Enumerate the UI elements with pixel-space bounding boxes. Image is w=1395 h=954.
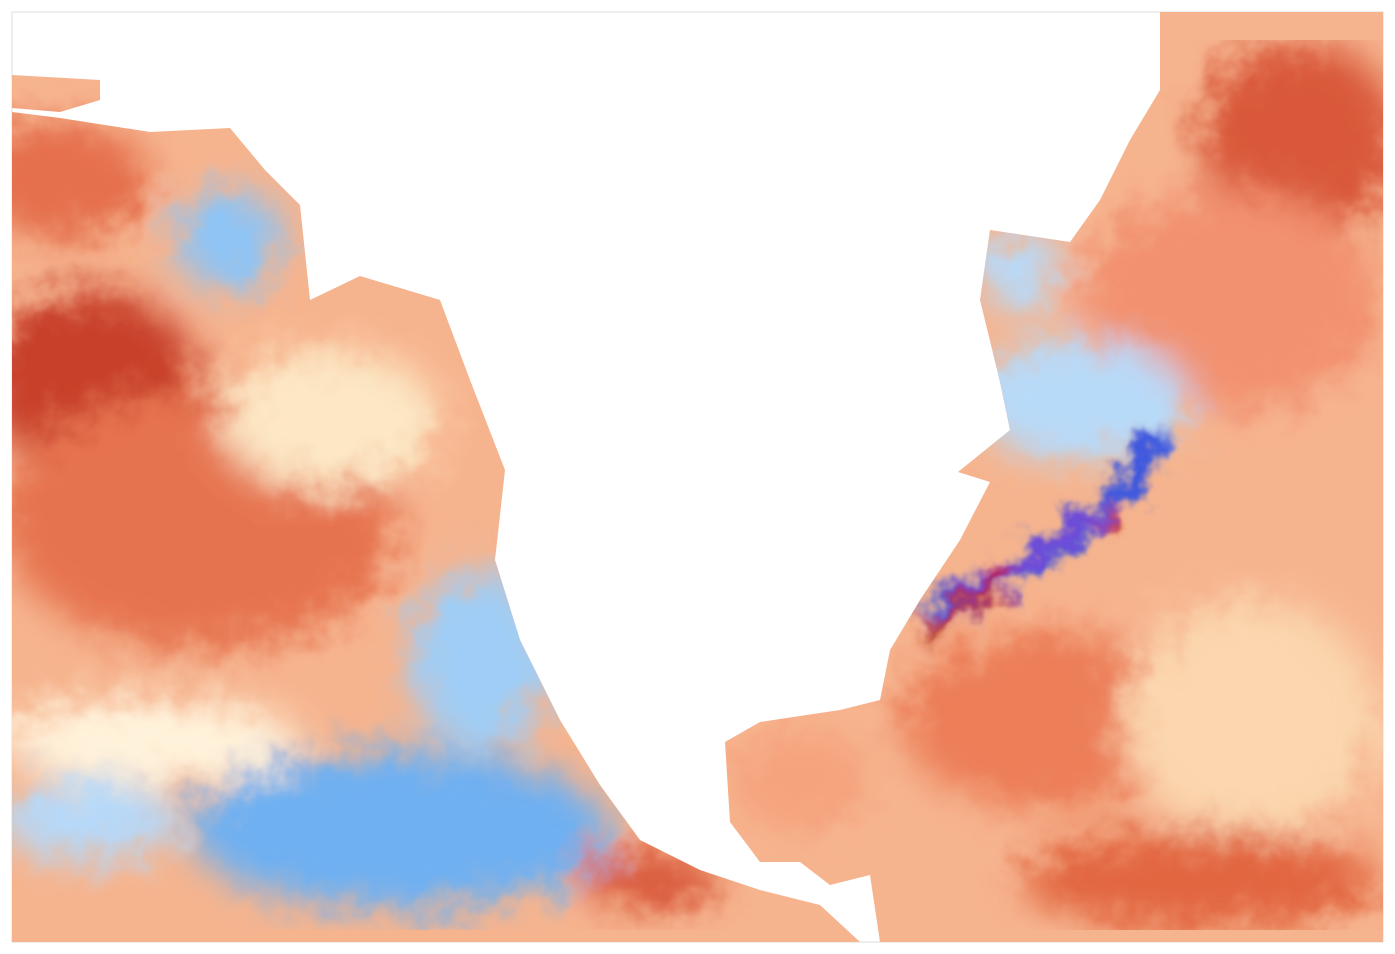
- sst-anomaly-map: [11, 11, 1384, 943]
